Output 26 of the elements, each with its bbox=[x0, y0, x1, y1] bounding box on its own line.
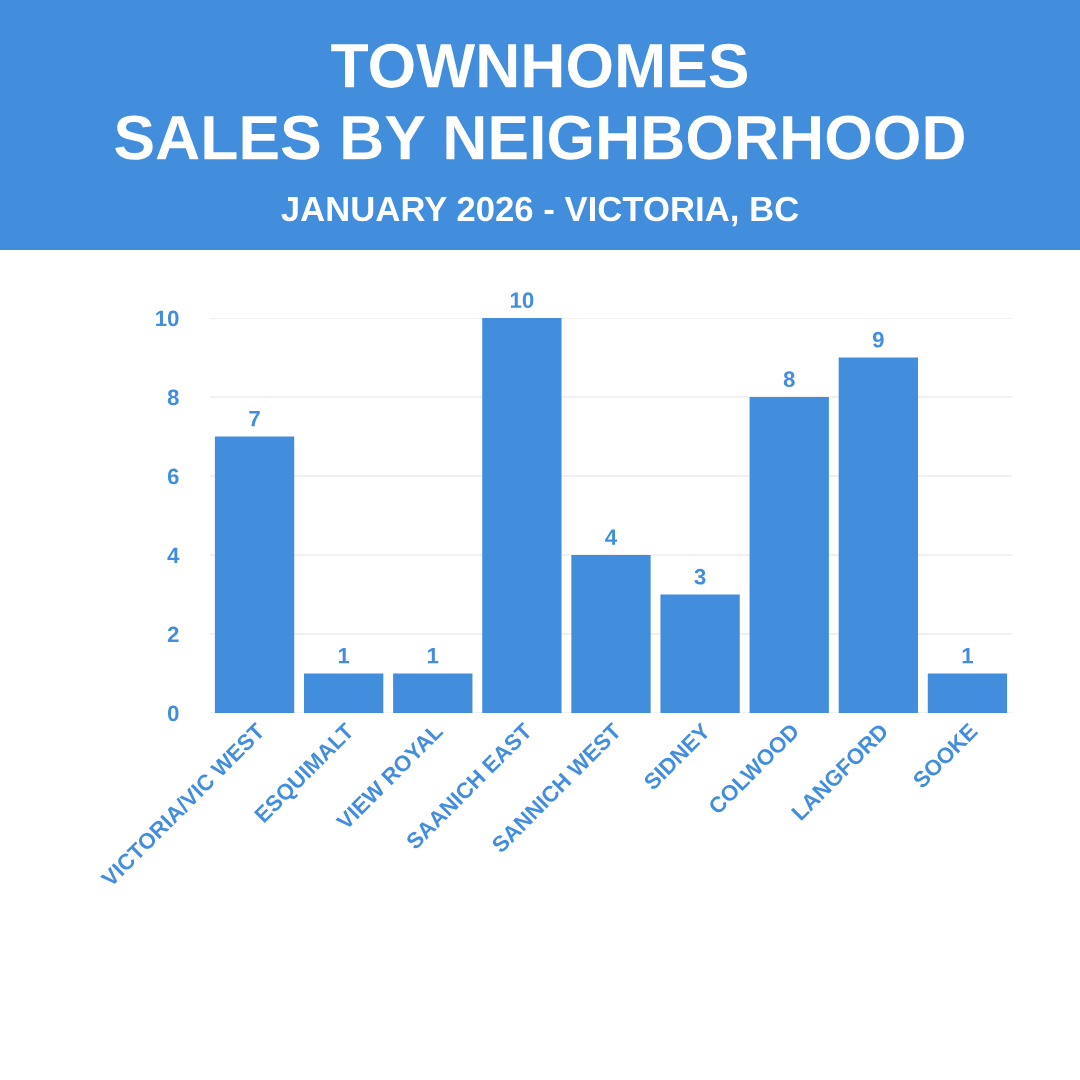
bar bbox=[838, 357, 918, 713]
bar bbox=[304, 673, 384, 713]
y-tick-label: 4 bbox=[167, 547, 180, 564]
y-tick-label: 6 bbox=[167, 468, 179, 485]
y-tick-label: 0 bbox=[167, 705, 179, 722]
bar bbox=[927, 673, 1008, 713]
y-tick-label: 2 bbox=[167, 626, 179, 643]
bar bbox=[660, 594, 740, 713]
bar bbox=[482, 318, 562, 713]
data-label: 1 bbox=[428, 648, 439, 664]
bar bbox=[214, 436, 295, 713]
data-label: 9 bbox=[872, 331, 884, 348]
chart-title: TOWNHOMES SALES BY NEIGHBORHOOD bbox=[115, 43, 964, 160]
data-label: 1 bbox=[962, 648, 974, 664]
y-tick-label: 8 bbox=[167, 389, 179, 406]
data-label: 8 bbox=[783, 371, 795, 388]
bar bbox=[393, 673, 473, 713]
data-label: 4 bbox=[605, 529, 618, 545]
data-label: 3 bbox=[694, 568, 706, 585]
data-label: 10 bbox=[510, 292, 534, 309]
chart-subtitle: JANUARY 2026 - VICTORIA, BC bbox=[281, 196, 799, 227]
bar bbox=[749, 397, 829, 713]
data-label: 7 bbox=[249, 411, 260, 427]
y-tick-label: 10 bbox=[156, 310, 179, 327]
bar bbox=[571, 555, 651, 713]
data-label: 1 bbox=[338, 648, 350, 664]
